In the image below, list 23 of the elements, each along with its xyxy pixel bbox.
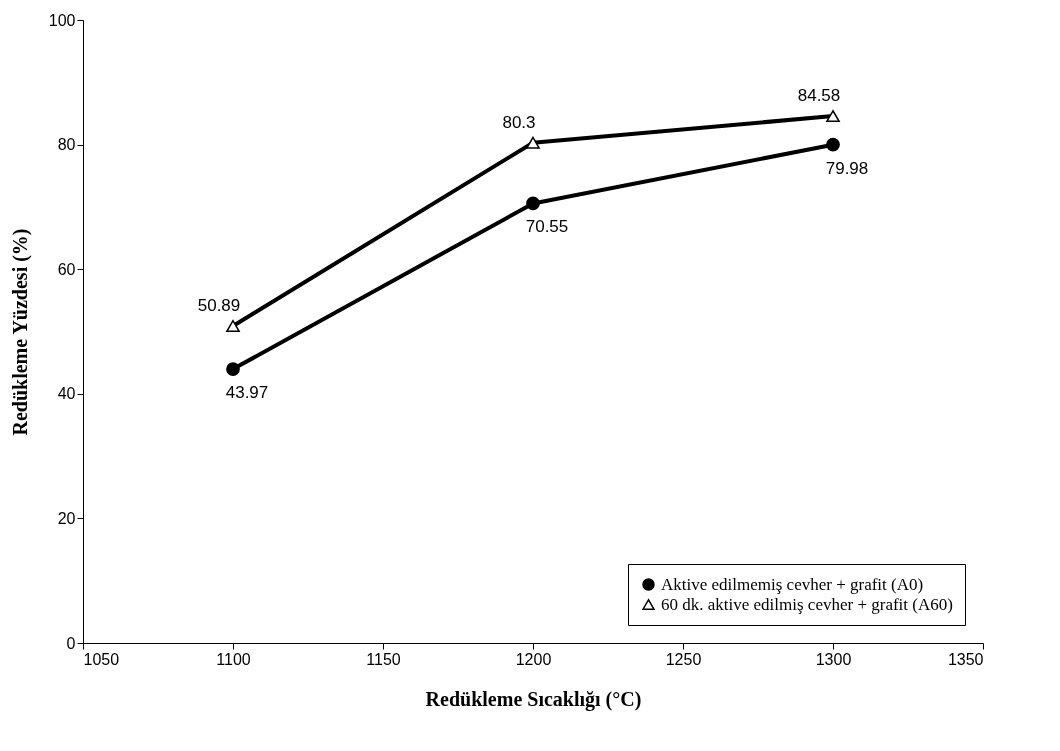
x-axis-title: Redükleme Sıcaklığı (°C): [425, 687, 642, 711]
legend-label: Aktive edilmemiş cevher + grafit (A0): [661, 574, 924, 594]
x-tick-label: 1100: [216, 650, 251, 668]
data-label: 84.58: [797, 86, 841, 106]
data-label: 70.55: [525, 217, 569, 237]
x-tick-label: 1050: [83, 650, 120, 668]
data-label: 80.3: [502, 112, 536, 132]
y-tick-label: 0: [66, 634, 76, 652]
legend-label: 60 dk. aktive edilmiş cevher + grafit (A60): [661, 594, 953, 614]
data-label: 43.97: [225, 383, 269, 403]
y-axis-title: Redükleme Yüzdesi (%): [8, 228, 32, 436]
data-label: 79.98: [825, 158, 869, 178]
x-tick-label: 1300: [815, 650, 852, 668]
y-tick-label: 80: [57, 136, 76, 154]
y-tick-label: 100: [48, 11, 76, 29]
x-tick-label: 1150: [366, 650, 401, 668]
y-tick-label: 20: [57, 509, 76, 527]
x-tick-label: 1200: [515, 650, 552, 668]
y-tick-label: 40: [57, 385, 76, 403]
y-tick-label: 60: [57, 260, 76, 278]
x-tick-label: 1350: [947, 650, 984, 668]
data-label: 50.89: [197, 295, 241, 315]
x-tick-label: 1250: [665, 650, 702, 668]
